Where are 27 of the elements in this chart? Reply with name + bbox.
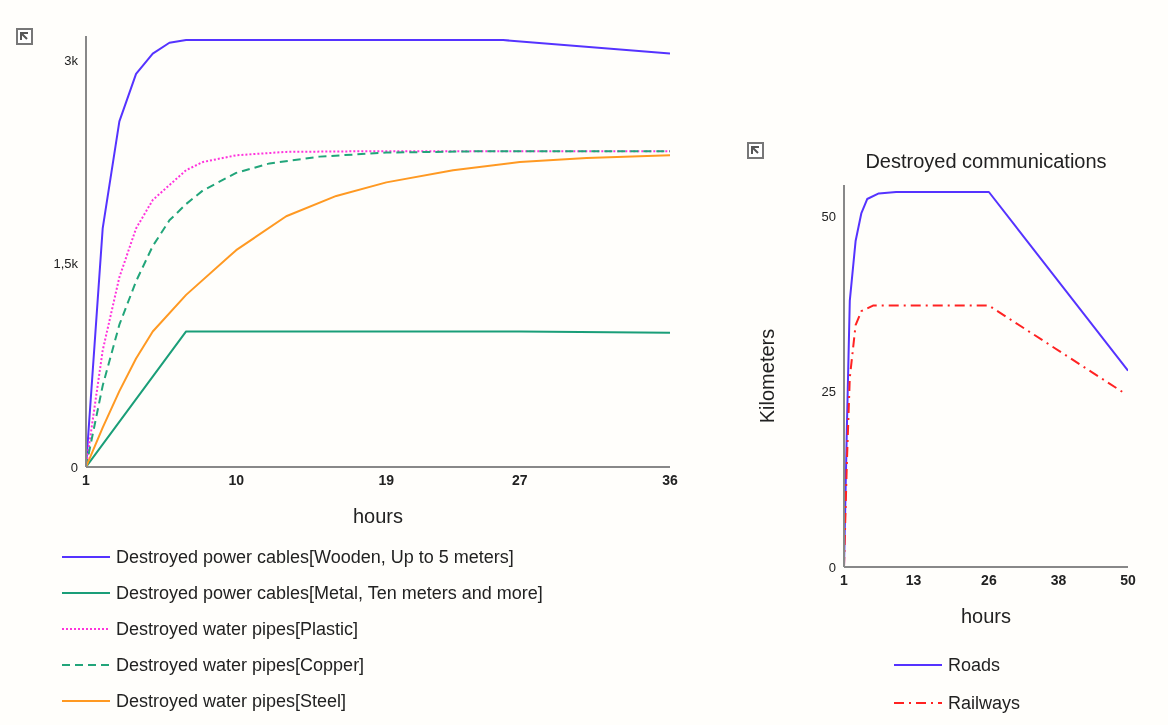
y-tick-label: 50 [821, 209, 836, 225]
legend-label: Destroyed water pipes[Steel] [116, 690, 347, 712]
x-tick-label: 38 [1050, 571, 1067, 588]
x-tick-label: 10 [228, 471, 245, 488]
x-tick-label: 19 [378, 471, 395, 488]
legend-label: Destroyed water pipes[Plastic] [116, 618, 359, 640]
y-tick-label: 25 [821, 384, 836, 400]
x-tick-label: 36 [662, 471, 678, 488]
y-tick-label: 1,5k [53, 256, 79, 272]
legend-label: Railways [948, 692, 1021, 714]
y-tick-label: 0 [828, 559, 836, 575]
x-axis-title: hours [352, 505, 404, 528]
legend-label: Destroyed water pipes[Copper] [116, 654, 365, 676]
x-tick-label: 1 [82, 471, 91, 488]
x-tick-label: 27 [512, 471, 528, 488]
chart-title: Destroyed communications [864, 150, 1108, 173]
x-tick-label: 13 [905, 571, 922, 588]
x-axis-title: hours [960, 605, 1012, 628]
x-tick-label: 26 [981, 571, 997, 588]
y-tick-label: 0 [70, 459, 78, 475]
x-tick-label: 50 [1120, 571, 1136, 588]
x-tick-label: 1 [840, 571, 849, 588]
legend-label: Roads [948, 654, 1001, 676]
legend-label: Destroyed power cables[Wooden, Up to 5 meters] [116, 546, 514, 568]
y-tick-label: 3k [64, 53, 79, 69]
y-axis-title: Kilometers [755, 328, 779, 424]
legend-label: Destroyed power cables[Metal, Ten meters and more] [116, 582, 543, 604]
